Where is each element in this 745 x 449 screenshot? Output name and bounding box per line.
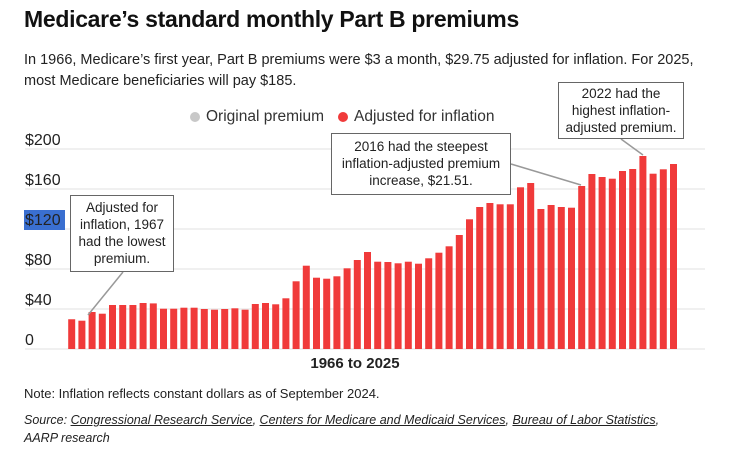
bar-1991 — [323, 278, 331, 349]
source-link-crs[interactable]: Congressional Research Service — [70, 413, 253, 427]
bar-1997 — [384, 262, 392, 349]
bar-2009 — [506, 204, 514, 349]
bar-2008 — [496, 204, 504, 349]
bar-2004 — [455, 235, 463, 349]
bar-1966 — [68, 319, 76, 349]
bar-2007 — [486, 203, 494, 349]
bar-2001 — [425, 258, 433, 349]
bar-2011 — [527, 183, 535, 349]
bar-2014 — [557, 207, 565, 349]
bar-1995 — [364, 252, 371, 349]
y-tick-label: $80 — [25, 252, 52, 269]
bar-2020 — [619, 171, 626, 349]
bar-2015 — [568, 207, 575, 349]
chart-subtitle: In 1966, Medicare’s first year, Part B p… — [24, 52, 694, 89]
bar-1969 — [98, 313, 106, 349]
annotation-leader — [87, 271, 124, 316]
tick-highlight — [24, 210, 65, 230]
legend-label-adjusted: Adjusted for inflation — [354, 108, 495, 125]
bar-2003 — [445, 246, 453, 349]
x-axis-label: 1966 to 2025 — [310, 355, 400, 372]
bar-1975 — [160, 308, 167, 349]
bar-1989 — [302, 265, 310, 349]
bar-1972 — [129, 305, 137, 349]
bar-1978 — [190, 307, 198, 349]
legend-dot-adjusted — [338, 112, 349, 122]
bar-1998 — [394, 263, 402, 349]
bar-1971 — [119, 305, 127, 349]
bar-2006 — [476, 207, 484, 349]
bar-1982 — [231, 308, 239, 349]
y-tick-label: $40 — [25, 292, 52, 309]
note: Note: Inflation reflects constant dollar… — [24, 386, 380, 401]
y-tick-label: $160 — [25, 172, 61, 189]
annotation-leader — [620, 138, 644, 156]
bar-1979 — [200, 309, 208, 349]
source-prefix: Source: — [24, 413, 71, 427]
bar-1992 — [333, 276, 341, 349]
bar-1988 — [292, 281, 300, 349]
annotation-leader — [510, 163, 582, 186]
bar-1976 — [170, 308, 178, 349]
bar-1993 — [343, 268, 351, 349]
bar-2013 — [547, 205, 555, 349]
bar-1981 — [221, 309, 229, 349]
bar-1985 — [262, 303, 269, 349]
bar-2019 — [608, 178, 616, 349]
bar-1999 — [404, 261, 412, 349]
annotation-steepest: 2016 had the steepest inflation-adjusted… — [331, 133, 511, 195]
bar-2010 — [517, 187, 524, 349]
legend-item-original: Original premium — [190, 108, 324, 126]
annotation-highest: 2022 had the highest inflation-adjusted … — [558, 82, 684, 139]
y-tick-label: $200 — [25, 132, 61, 149]
bar-1996 — [374, 261, 382, 349]
bar-1977 — [180, 307, 188, 349]
bar-2018 — [598, 177, 606, 349]
bar-1968 — [88, 312, 96, 349]
bar-2002 — [435, 252, 443, 349]
bar-1984 — [251, 304, 259, 349]
bar-2000 — [415, 263, 422, 349]
bar-2024 — [659, 169, 667, 349]
annotation-lowest: Adjusted for inflation, 1967 had the low… — [70, 195, 174, 272]
bar-2025 — [670, 164, 677, 349]
bar-2005 — [466, 219, 473, 349]
legend-item-adjusted: Adjusted for inflation — [338, 108, 494, 126]
bar-1986 — [272, 304, 280, 349]
bar-1974 — [149, 303, 157, 349]
bar-2022 — [639, 156, 647, 349]
bar-1983 — [241, 309, 249, 349]
source-link-cms[interactable]: Centers for Medicare and Medicaid Servic… — [259, 413, 506, 427]
bar-1973 — [139, 303, 147, 349]
bar-2012 — [537, 209, 545, 349]
source-suffix: AARP research — [24, 431, 110, 445]
bar-1967 — [78, 320, 86, 349]
bar-2016 — [578, 186, 586, 349]
bar-1980 — [211, 309, 218, 349]
bar-2021 — [629, 169, 637, 349]
bar-2023 — [649, 173, 657, 349]
source-link-bls[interactable]: Bureau of Labor Statistics — [512, 413, 656, 427]
bar-1970 — [109, 305, 116, 349]
y-tick-label: $120 — [25, 212, 61, 229]
legend-dot-original — [190, 112, 200, 122]
legend-label-original: Original premium — [206, 108, 325, 125]
bar-1994 — [353, 260, 361, 349]
bar-2017 — [588, 174, 596, 349]
y-tick-label: 0 — [25, 332, 34, 349]
bar-1987 — [282, 298, 290, 349]
chart-title: Medicare’s standard monthly Part B premi… — [24, 6, 519, 32]
bar-1990 — [313, 277, 320, 349]
legend: Original premium Adjusted for inflation — [190, 108, 494, 126]
source: Source: Congressional Research Service, … — [24, 413, 660, 445]
